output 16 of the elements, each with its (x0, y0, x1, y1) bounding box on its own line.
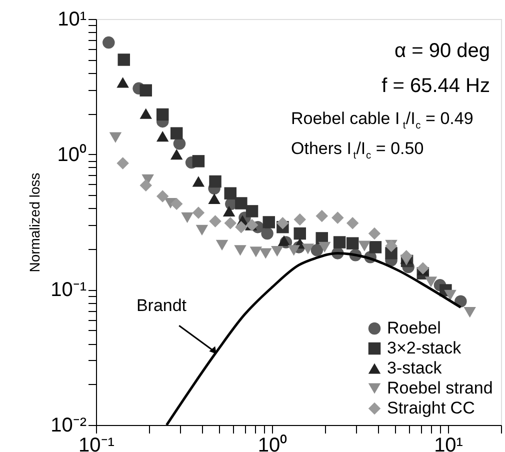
y-tick-label: 10⁻¹ (50, 279, 87, 302)
x-tick-label: 10⁰ (258, 434, 288, 452)
y-tick-label: 10⁻² (50, 414, 87, 436)
x-tick-label: 10⁻¹ (78, 434, 115, 452)
y-tick-label: 10¹ (58, 8, 87, 30)
legend-label: Roebel (387, 318, 441, 338)
annotation: α = 90 deg (394, 40, 490, 62)
x-tick-label: 10¹ (434, 434, 464, 452)
annotation: Brandt (136, 296, 187, 315)
legend-label: Straight CC (387, 398, 475, 418)
y-tick-label: 10⁰ (57, 142, 86, 166)
legend-label: Roebel strand (387, 378, 493, 398)
annotation: f = 65.44 Hz (382, 75, 490, 97)
legend-label: 3×2-stack (387, 338, 462, 358)
y-axis-title: Normalized loss (26, 172, 43, 272)
legend-label: 3-stack (387, 358, 442, 378)
